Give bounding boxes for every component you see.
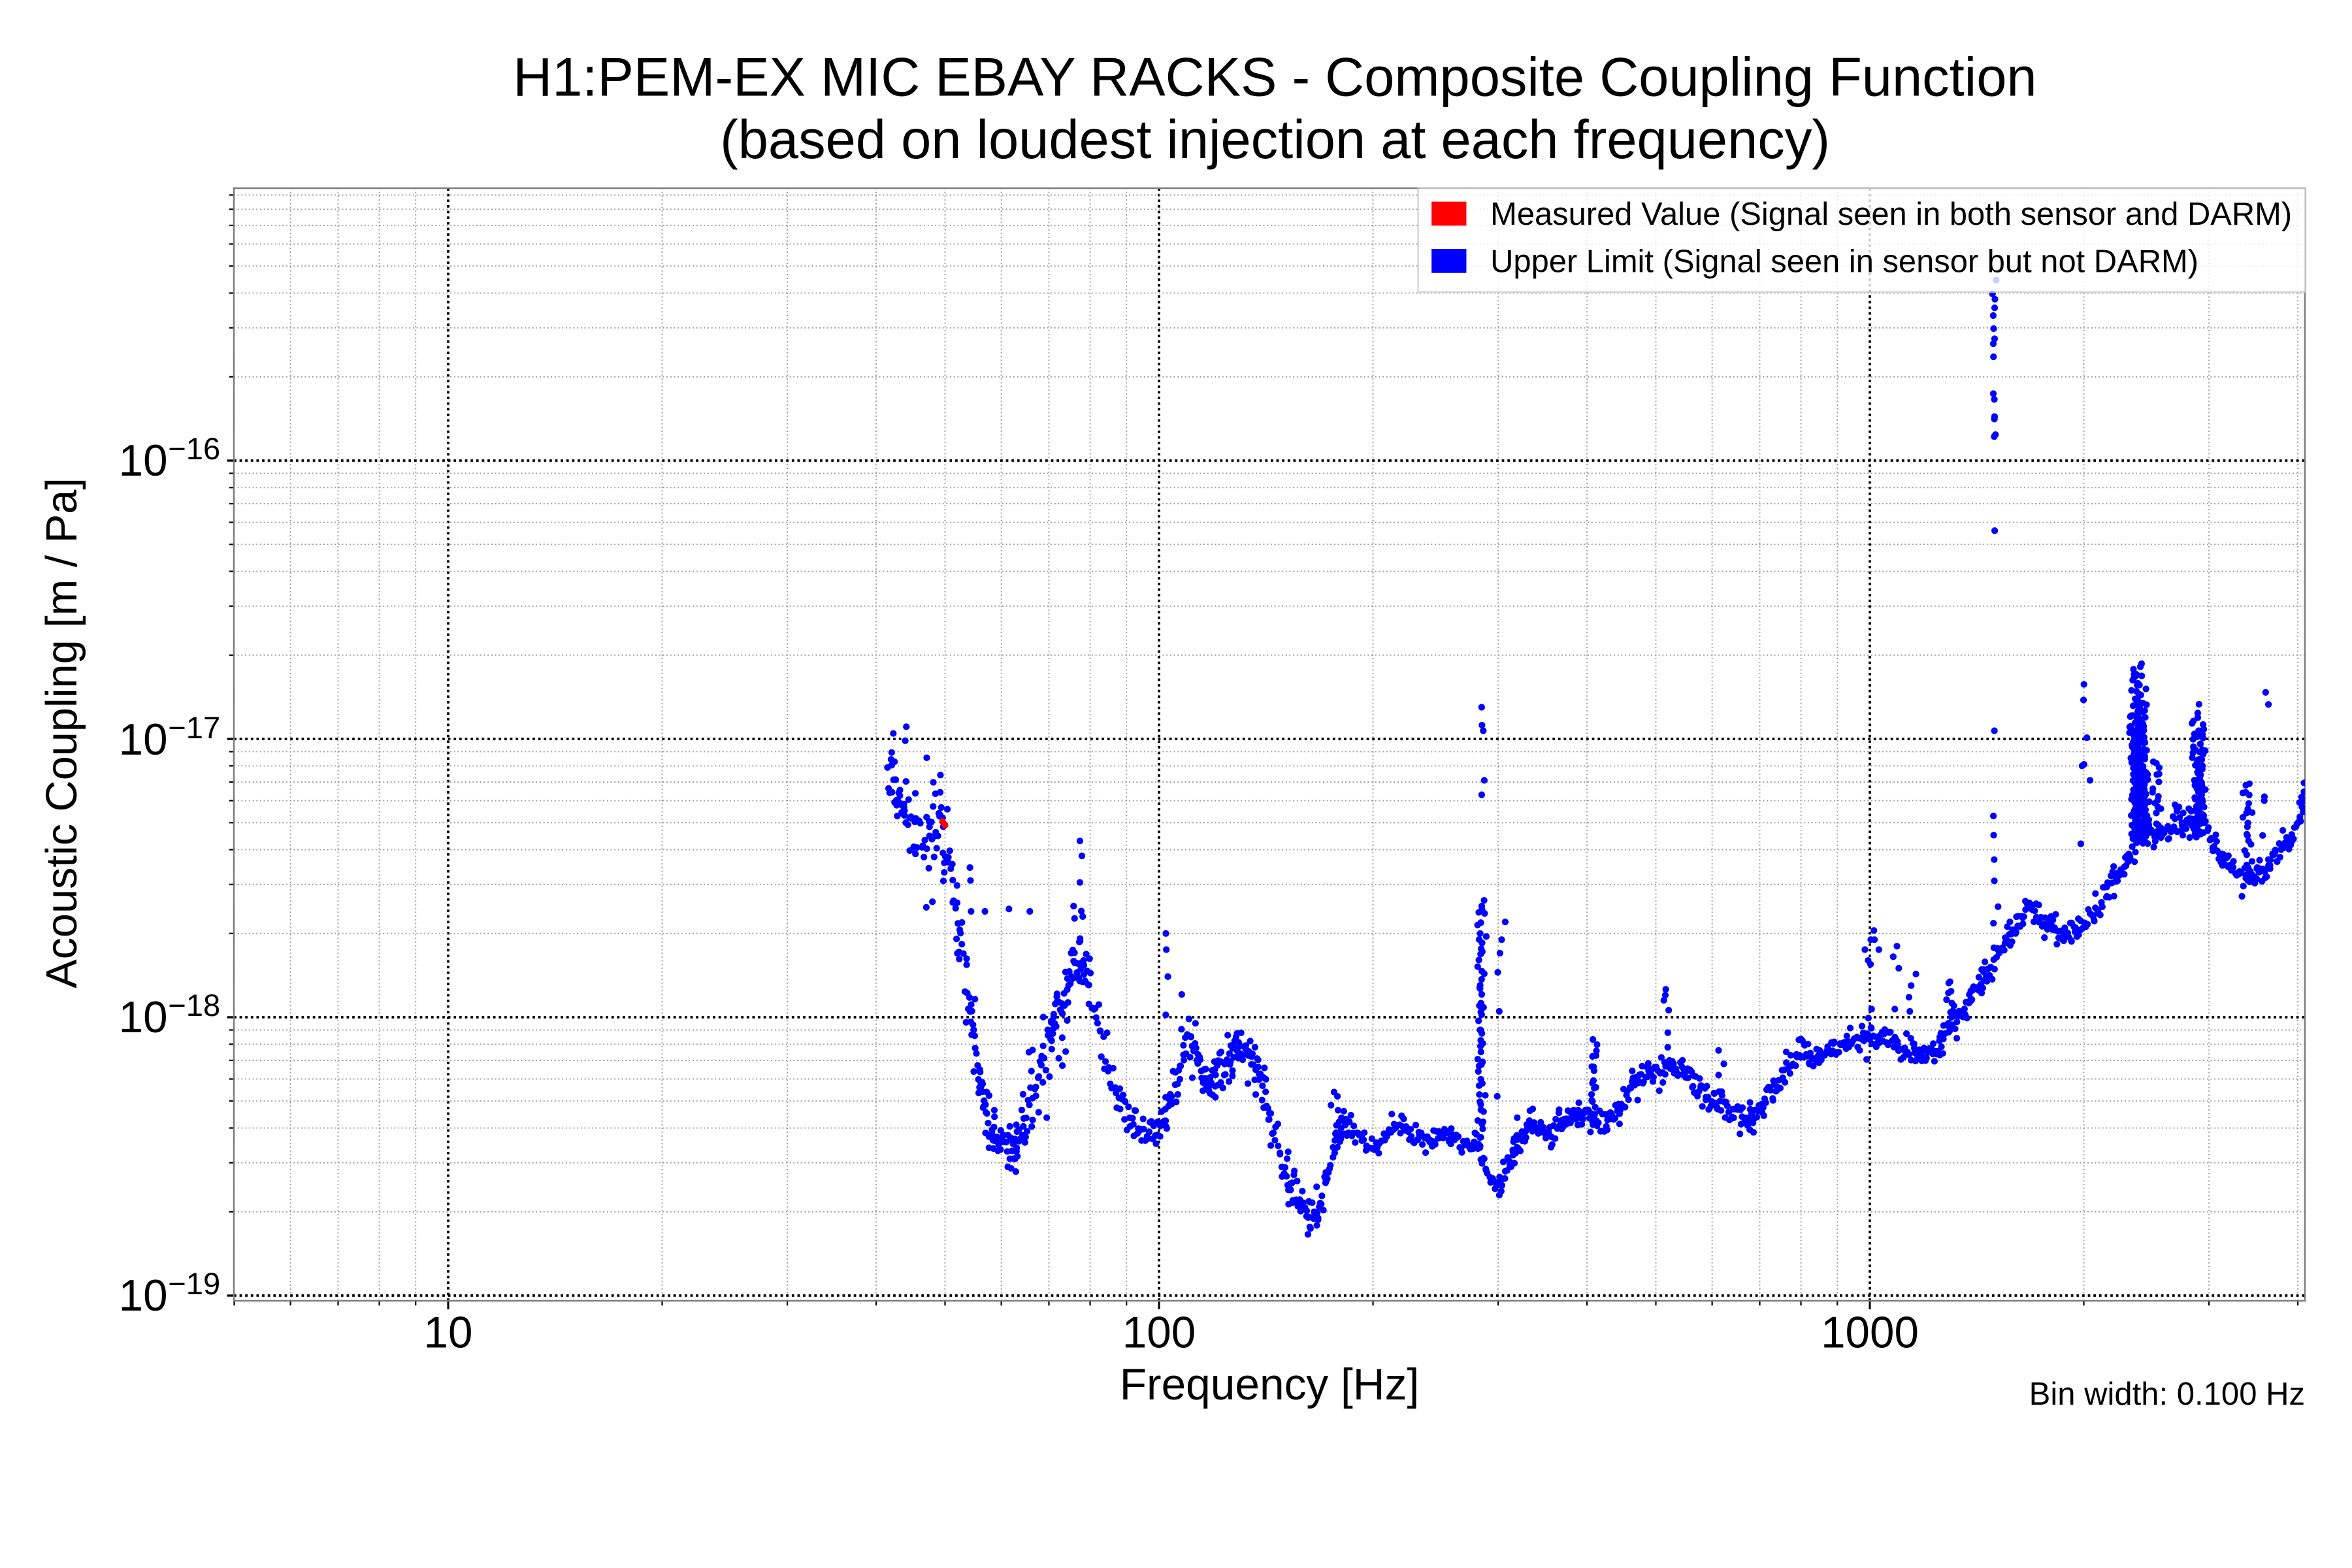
svg-text:1 0 −: 1 0 − 1 7	[119, 710, 221, 764]
svg-text:1 0 −: 1 0 − 1 8	[119, 988, 221, 1042]
svg-text:1 0 −: 1 0 − 1 9	[119, 1266, 221, 1320]
svg-text:(based on loudest injection at: (based on loudest injection at each freq…	[720, 109, 1830, 170]
svg-text:Bin width: 0.100 Hz: Bin width: 0.100 Hz	[2029, 1377, 2305, 1412]
svg-text:Frequency [Hz]: Frequency [Hz]	[1120, 1360, 1420, 1409]
svg-text:Upper Limit (Signal seen in se: Upper Limit (Signal seen in sensor but n…	[1490, 244, 2198, 279]
svg-text:H1:PEM-EX MIC EBAY RACKS - Com: H1:PEM-EX MIC EBAY RACKS - Composite Cou…	[513, 46, 2036, 107]
svg-text:Measured Value (Signal seen in: Measured Value (Signal seen in both sens…	[1490, 197, 2292, 232]
svg-text:Acoustic Coupling [m / Pa]: Acoustic Coupling [m / Pa]	[38, 478, 86, 988]
svg-text:10: 10	[424, 1309, 473, 1358]
svg-text:1 0 −: 1 0 − 1 6	[119, 431, 221, 485]
svg-text:100: 100	[1122, 1309, 1196, 1358]
svg-text:1000: 1000	[1821, 1309, 1919, 1358]
